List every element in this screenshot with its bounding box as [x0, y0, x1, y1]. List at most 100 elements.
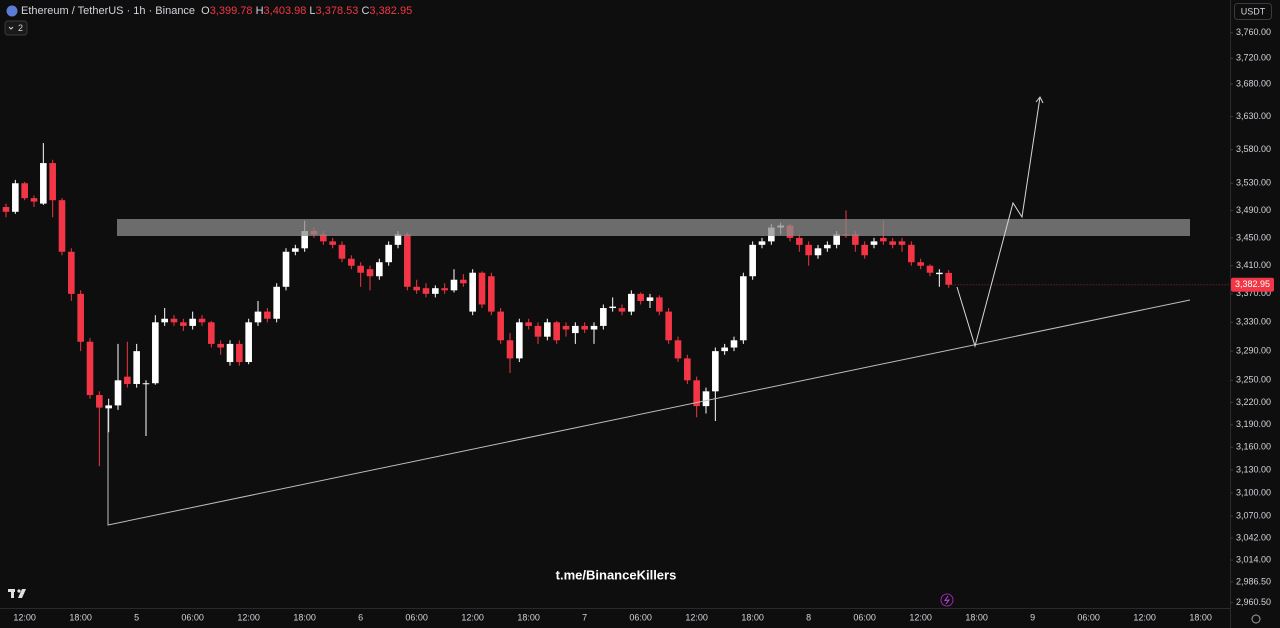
- candle-body: [96, 395, 103, 408]
- candle-body: [68, 251, 75, 294]
- candle-body: [282, 251, 290, 287]
- candle-body: [488, 276, 495, 312]
- symbol-logo: [6, 5, 18, 17]
- indicator-count: 2: [18, 23, 23, 33]
- x-tick-label: 18:00: [517, 612, 540, 622]
- candle-body: [908, 244, 915, 263]
- candle-body: [590, 325, 598, 330]
- symbol: Ethereum / TetherUS · 1h · Binance: [21, 5, 195, 17]
- y-tick-label: 3,580.00: [1236, 144, 1271, 154]
- settings-button[interactable]: [1251, 614, 1261, 624]
- candle-body: [30, 198, 38, 202]
- y-tick-label: 3,250.00: [1236, 375, 1271, 385]
- candle-body: [553, 322, 560, 341]
- candle-body: [366, 269, 374, 277]
- candle-body: [889, 241, 896, 245]
- candle-body: [749, 244, 756, 277]
- y-tick-label: 3,630.00: [1236, 111, 1271, 121]
- x-tick-label: 12:00: [909, 612, 932, 622]
- y-tick-label: 3,290.00: [1236, 346, 1271, 356]
- candle-body: [329, 241, 336, 245]
- x-tick-label: 12:00: [685, 612, 708, 622]
- candle-body: [292, 248, 299, 252]
- y-tick-label: 3,190.00: [1236, 419, 1271, 429]
- close-label: C: [361, 5, 369, 17]
- candle-body: [945, 272, 952, 285]
- candle-body: [674, 340, 682, 359]
- last-price-label: 3,382.95: [1235, 279, 1270, 289]
- candle-body: [301, 231, 308, 249]
- logo-part: [18, 589, 26, 598]
- chevron-icon: [8, 26, 14, 30]
- candle-body: [170, 318, 178, 323]
- candle-body: [730, 340, 738, 348]
- candle-body: [49, 163, 56, 201]
- candle-body: [917, 262, 924, 266]
- y-tick-label: 3,014.00: [1236, 554, 1271, 564]
- y-tick-label: 2,960.50: [1236, 597, 1271, 607]
- candle-body: [936, 272, 943, 275]
- candle-body: [217, 343, 224, 348]
- x-tick-label: 18:00: [965, 612, 988, 622]
- x-tick-label: 12:00: [13, 612, 36, 622]
- candle-body: [600, 308, 607, 326]
- candle-body: [796, 237, 803, 245]
- candle-body: [609, 306, 616, 309]
- candle-body: [58, 200, 66, 252]
- candle-body: [152, 322, 159, 384]
- low-value: 3,378.53: [316, 5, 359, 17]
- y-tick-label: 3,530.00: [1236, 178, 1271, 188]
- candle-body: [376, 262, 383, 277]
- candle-body: [758, 241, 766, 245]
- candle-body: [357, 265, 364, 273]
- candle-body: [534, 325, 542, 337]
- y-tick-label: 3,450.00: [1236, 232, 1271, 242]
- x-tick-label: 18:00: [741, 612, 764, 622]
- x-tick-label: 06:00: [629, 612, 652, 622]
- y-tick-label: 2,986.50: [1236, 576, 1271, 586]
- candle-body: [348, 258, 355, 266]
- candle-body: [254, 311, 262, 323]
- x-tick-label: 06:00: [181, 612, 204, 622]
- candle-body: [21, 183, 28, 199]
- resistance-zone: [117, 219, 1190, 236]
- y-tick-label: 3,330.00: [1236, 317, 1271, 327]
- y-tick-label: 3,760.00: [1236, 27, 1271, 37]
- y-tick-label: 3,370.00: [1236, 288, 1271, 298]
- candle-body: [497, 311, 504, 341]
- candle-body: [665, 311, 672, 341]
- candle-body: [721, 347, 728, 352]
- indicators-toggle[interactable]: [4, 20, 28, 36]
- x-tick-label: 18:00: [293, 612, 316, 622]
- x-tick-label: 6: [358, 612, 363, 622]
- tradingview-logo: [8, 589, 26, 598]
- x-tick-label: 7: [582, 612, 587, 622]
- trend-line: [107, 299, 1191, 526]
- candle-body: [404, 234, 411, 287]
- y-tick-label: 3,220.00: [1236, 397, 1271, 407]
- candle-body: [441, 288, 448, 291]
- candle-body: [544, 322, 551, 337]
- currency: USDT: [1241, 6, 1266, 16]
- x-tick-label: 12:00: [1133, 612, 1156, 622]
- candle-body: [385, 244, 392, 263]
- x-tick-label: 9: [1030, 612, 1035, 622]
- plot-area: [2, 143, 1230, 467]
- watermark: t.me/BinanceKillers: [556, 567, 677, 582]
- candle-body: [516, 322, 523, 359]
- y-tick-label: 3,070.00: [1236, 511, 1271, 521]
- y-tick-label: 3,042.00: [1236, 532, 1271, 542]
- candle-body: [646, 297, 654, 301]
- x-tick-label: 18:00: [69, 612, 92, 622]
- high-label: H: [256, 5, 264, 17]
- y-tick-label: 3,680.00: [1236, 78, 1271, 88]
- y-tick-label: 3,490.00: [1236, 205, 1271, 215]
- candle-body: [581, 325, 588, 330]
- lightning-button[interactable]: [940, 593, 954, 607]
- x-tick-label: 06:00: [853, 612, 876, 622]
- candle-body: [105, 405, 112, 409]
- candle-body: [124, 376, 131, 384]
- candle-body: [628, 293, 635, 312]
- currency-button[interactable]: [1234, 3, 1272, 20]
